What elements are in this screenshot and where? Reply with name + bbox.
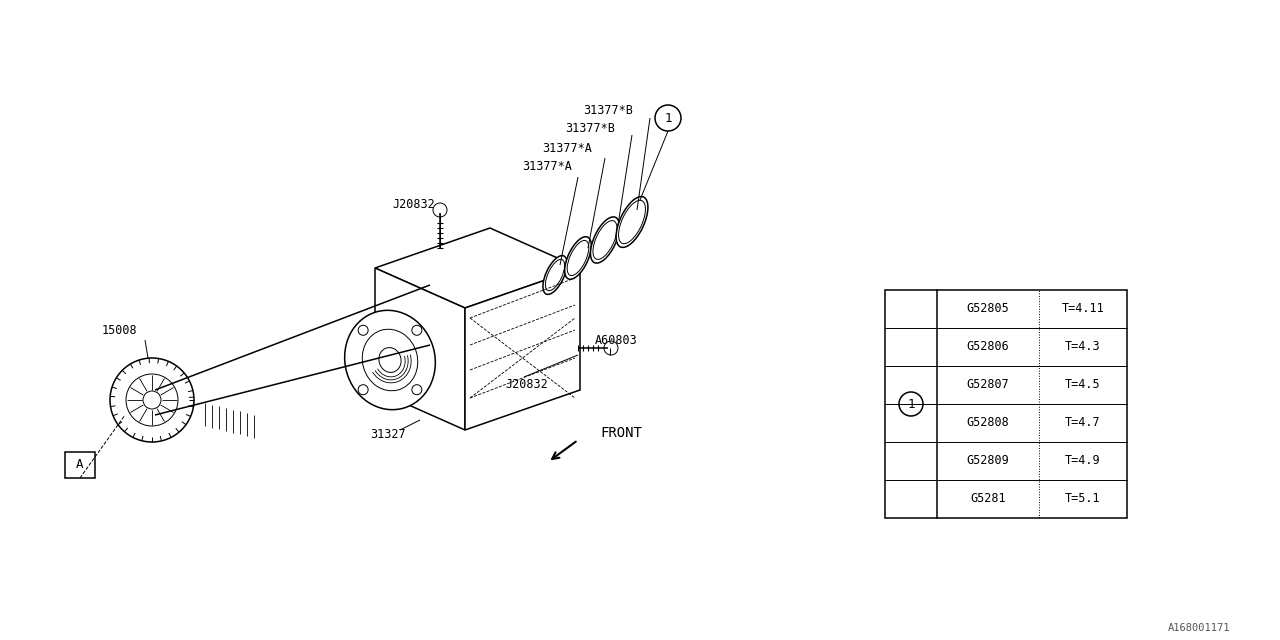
Text: G52809: G52809 (966, 454, 1010, 467)
Circle shape (412, 325, 422, 335)
Text: T=4.5: T=4.5 (1065, 378, 1101, 392)
Bar (884, 290, 1126, 518)
Text: 31377*A: 31377*A (522, 161, 572, 173)
Ellipse shape (593, 221, 617, 259)
Circle shape (358, 385, 369, 395)
Text: J20832: J20832 (506, 378, 548, 392)
Text: G5281: G5281 (970, 493, 1006, 506)
Text: T=5.1: T=5.1 (1065, 493, 1101, 506)
Text: 31327: 31327 (370, 429, 406, 442)
Ellipse shape (545, 259, 564, 291)
Circle shape (110, 358, 195, 442)
Text: G52805: G52805 (966, 303, 1010, 316)
Ellipse shape (157, 395, 163, 409)
FancyBboxPatch shape (65, 452, 95, 478)
Text: G52808: G52808 (966, 417, 1010, 429)
Ellipse shape (362, 329, 417, 391)
Polygon shape (375, 268, 465, 430)
Circle shape (433, 203, 447, 217)
Text: 1: 1 (664, 111, 672, 125)
Circle shape (125, 374, 178, 426)
Text: T=4.7: T=4.7 (1065, 417, 1101, 429)
Text: T=4.11: T=4.11 (1061, 303, 1105, 316)
Circle shape (899, 392, 923, 416)
Text: 31377*A: 31377*A (541, 141, 591, 154)
Ellipse shape (616, 196, 648, 248)
Circle shape (655, 105, 681, 131)
Ellipse shape (543, 255, 567, 294)
Ellipse shape (618, 200, 645, 244)
Polygon shape (375, 228, 580, 308)
Circle shape (412, 385, 422, 395)
Text: T=4.9: T=4.9 (1065, 454, 1101, 467)
Text: T=4.3: T=4.3 (1065, 340, 1101, 353)
Text: 15008: 15008 (102, 323, 138, 337)
Text: G52806: G52806 (966, 340, 1010, 353)
Text: 31377*B: 31377*B (564, 122, 614, 134)
Text: FRONT: FRONT (600, 426, 641, 440)
Text: A: A (77, 458, 83, 472)
Text: J20832: J20832 (392, 198, 435, 211)
Ellipse shape (590, 217, 620, 263)
Text: 1: 1 (908, 397, 915, 410)
Circle shape (358, 325, 369, 335)
Circle shape (143, 391, 161, 409)
Text: G52807: G52807 (966, 378, 1010, 392)
Ellipse shape (379, 348, 401, 372)
Polygon shape (465, 268, 580, 430)
Ellipse shape (344, 310, 435, 410)
Ellipse shape (567, 241, 589, 276)
Ellipse shape (154, 388, 166, 416)
Text: A168001171: A168001171 (1167, 623, 1230, 633)
Text: A60803: A60803 (595, 333, 637, 346)
Ellipse shape (564, 237, 591, 279)
Circle shape (604, 341, 618, 355)
Text: 31377*B: 31377*B (582, 104, 632, 116)
